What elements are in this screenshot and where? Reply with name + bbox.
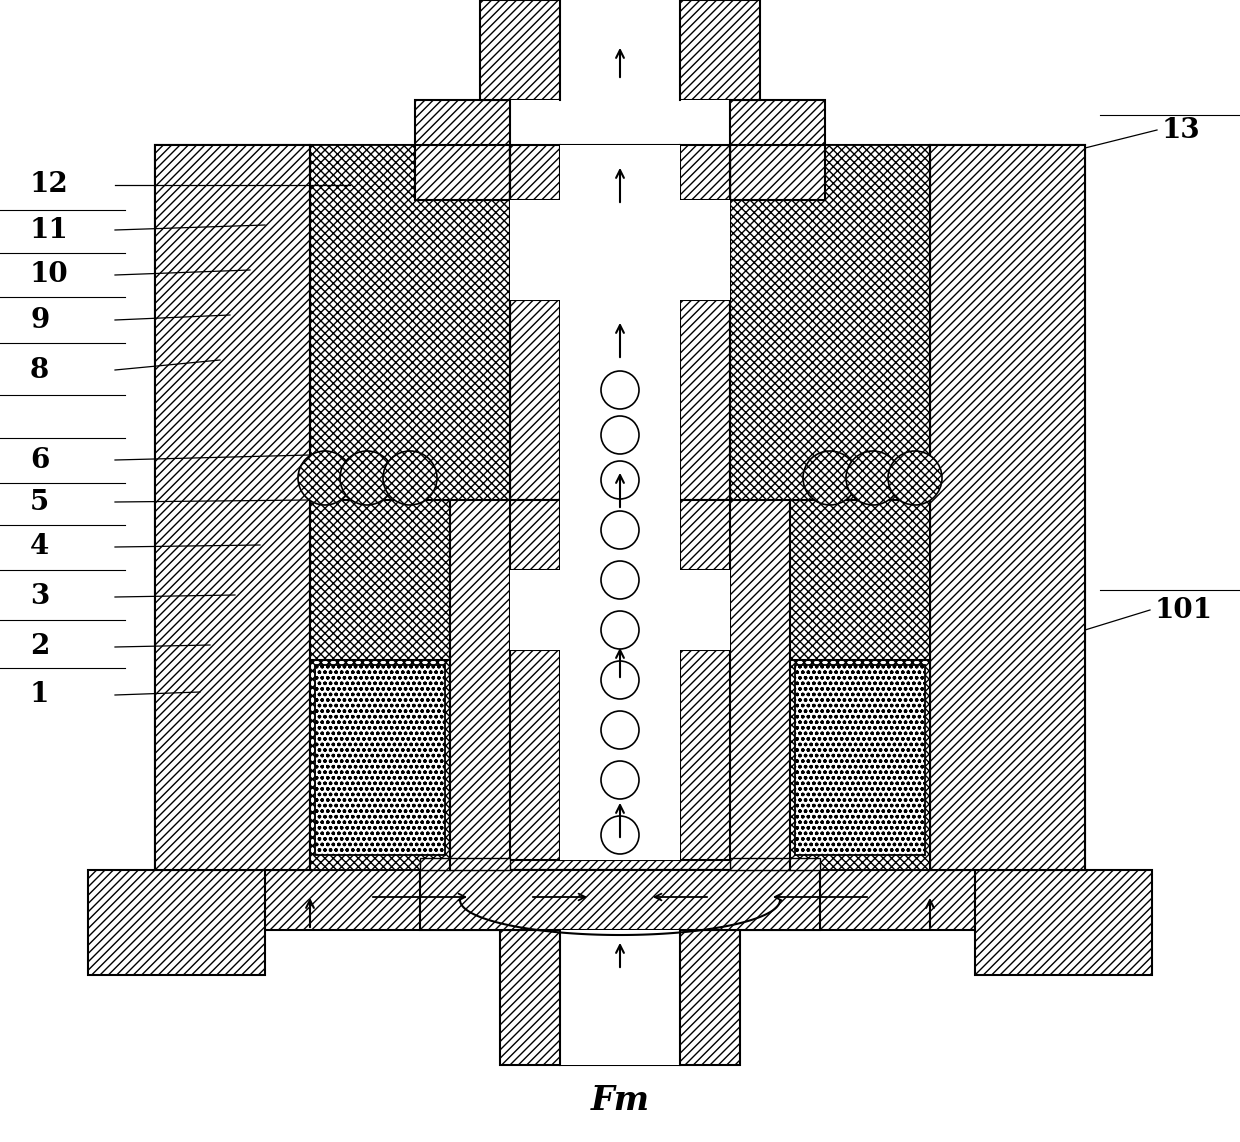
Bar <box>975 870 1152 975</box>
Bar <box>420 858 510 870</box>
Text: 5: 5 <box>30 489 50 515</box>
Text: 10: 10 <box>30 262 68 289</box>
Text: 2: 2 <box>30 634 50 660</box>
Text: 4: 4 <box>30 533 50 561</box>
Bar <box>730 858 820 870</box>
Circle shape <box>601 761 639 799</box>
Bar <box>790 500 930 870</box>
Polygon shape <box>420 870 820 930</box>
Bar <box>480 0 760 100</box>
Bar <box>500 930 740 1065</box>
Bar <box>560 0 680 100</box>
Text: 3: 3 <box>30 584 50 611</box>
Circle shape <box>601 561 639 600</box>
Circle shape <box>340 451 394 505</box>
Text: 6: 6 <box>30 447 50 474</box>
Circle shape <box>383 451 436 505</box>
Text: 11: 11 <box>30 217 68 243</box>
Bar <box>510 200 560 300</box>
Circle shape <box>601 371 639 409</box>
Bar <box>415 100 825 200</box>
Circle shape <box>888 451 942 505</box>
Bar <box>310 500 450 870</box>
Bar <box>155 145 310 870</box>
Text: 101: 101 <box>1154 596 1213 624</box>
Circle shape <box>601 611 639 649</box>
Bar <box>730 145 825 200</box>
Text: 9: 9 <box>30 306 50 333</box>
Circle shape <box>601 711 639 749</box>
Bar <box>510 500 730 860</box>
Bar <box>560 145 680 860</box>
Circle shape <box>804 451 857 505</box>
Circle shape <box>298 451 352 505</box>
Bar <box>730 145 1085 500</box>
Bar <box>415 145 510 200</box>
Bar <box>930 145 1085 870</box>
Text: 8: 8 <box>30 356 50 384</box>
Circle shape <box>601 661 639 699</box>
Bar <box>510 145 730 500</box>
Bar <box>680 200 730 300</box>
Bar <box>315 665 445 855</box>
Bar <box>795 665 925 855</box>
Text: 1: 1 <box>30 682 50 708</box>
Bar <box>510 570 560 650</box>
Circle shape <box>846 451 900 505</box>
Circle shape <box>601 461 639 499</box>
Bar <box>88 870 265 975</box>
Circle shape <box>601 817 639 854</box>
Bar <box>155 870 1085 930</box>
Text: Fm: Fm <box>590 1084 650 1117</box>
Text: 13: 13 <box>1162 116 1200 144</box>
Circle shape <box>601 416 639 455</box>
Bar <box>510 100 730 200</box>
Bar <box>680 570 730 650</box>
Text: 12: 12 <box>30 171 68 199</box>
Bar <box>560 930 680 1065</box>
Circle shape <box>601 510 639 549</box>
Bar <box>155 145 510 500</box>
Bar <box>155 145 1085 870</box>
